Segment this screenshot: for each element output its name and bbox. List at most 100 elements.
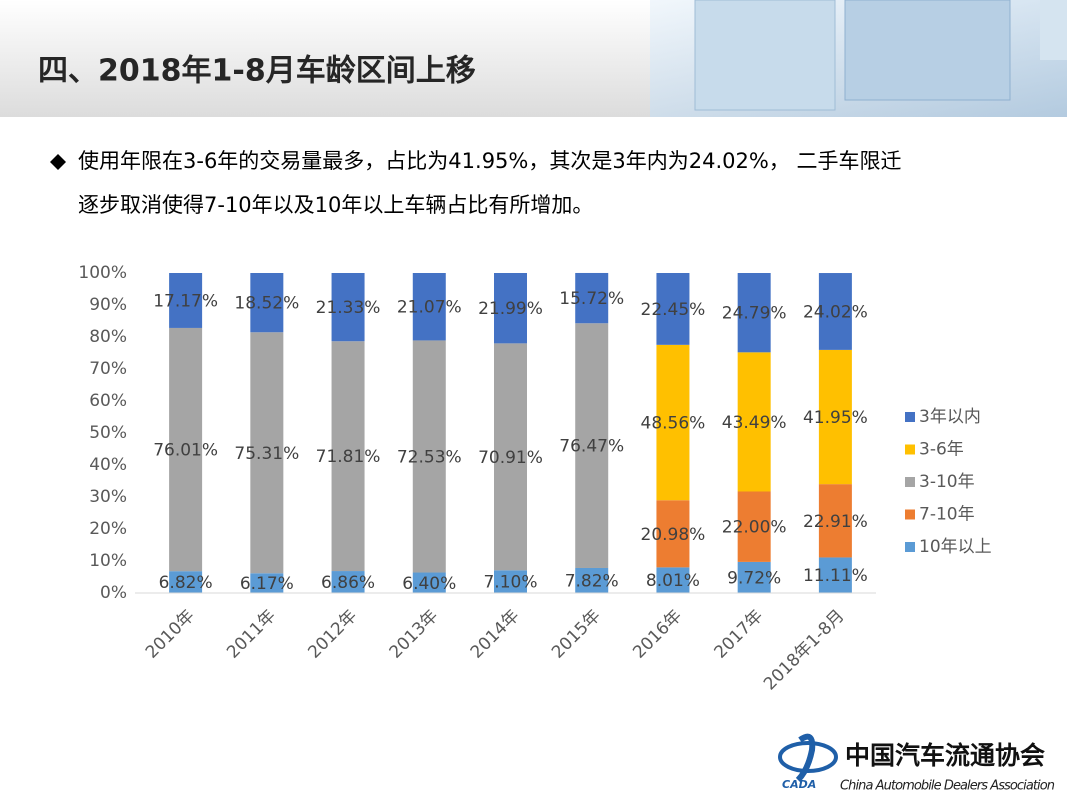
legend-label: 3-6年 xyxy=(919,440,964,460)
x-tick-label: 2011年 xyxy=(223,606,280,663)
x-tick-label: 2015年 xyxy=(548,606,605,663)
data-label: 75.31% xyxy=(234,444,299,464)
bar-segment xyxy=(575,272,609,324)
bar-segment xyxy=(656,273,690,345)
x-tick-label: 2014年 xyxy=(467,606,524,663)
data-label: 11.11% xyxy=(803,566,868,586)
logo-abbr: CADA xyxy=(782,778,816,791)
x-tick-label: 2018年1-8月 xyxy=(760,606,848,694)
legend-swatch xyxy=(905,542,915,552)
slide-title: 四、2018年1-8月车龄区间上移 xyxy=(38,54,476,89)
bar-segment xyxy=(656,567,690,593)
bar-segment xyxy=(737,273,771,353)
data-label: 7.82% xyxy=(565,571,619,591)
data-label: 21.07% xyxy=(397,298,462,318)
data-label: 24.02% xyxy=(803,302,868,322)
bar-segment xyxy=(575,567,609,593)
bar-segment xyxy=(250,332,284,574)
x-tick-label: 2017年 xyxy=(710,606,767,663)
data-label: 9.72% xyxy=(727,568,781,588)
y-tick-label: 70% xyxy=(89,359,127,379)
bar-segment xyxy=(818,484,852,558)
bar-segment xyxy=(818,273,852,350)
bar-segment xyxy=(656,500,690,568)
data-label: 6.86% xyxy=(321,573,375,593)
data-label: 43.49% xyxy=(722,413,787,433)
bar-segment xyxy=(412,273,446,341)
bar-segment xyxy=(169,327,203,572)
legend-swatch xyxy=(905,509,915,520)
x-tick-label: 2016年 xyxy=(629,606,686,663)
logo: CADA 中国汽车流通协会 China Automobile Dealers A… xyxy=(778,733,1055,794)
data-label: 76.01% xyxy=(153,441,218,461)
logo-mark xyxy=(795,733,816,783)
legend-label: 3年以内 xyxy=(919,407,981,427)
data-label: 72.53% xyxy=(397,447,462,467)
data-label: 21.33% xyxy=(316,298,381,318)
bar-segment xyxy=(169,273,203,328)
y-tick-label: 60% xyxy=(89,391,127,411)
y-tick-label: 40% xyxy=(89,455,127,475)
bar-segment xyxy=(331,571,365,593)
bar-segment xyxy=(250,273,284,333)
data-label: 22.45% xyxy=(641,300,706,320)
y-tick-label: 50% xyxy=(89,423,127,443)
data-label: 8.01% xyxy=(646,571,700,591)
bar-segment xyxy=(331,273,365,342)
bar-segment xyxy=(250,573,284,593)
bar-segment xyxy=(494,343,527,571)
data-label: 6.82% xyxy=(159,573,213,593)
x-tick-label: 2010年 xyxy=(142,606,199,663)
bar-segment xyxy=(412,572,446,593)
bar-segment xyxy=(818,349,852,485)
legend-swatch xyxy=(905,412,915,422)
data-label: 22.91% xyxy=(803,512,868,532)
bullet-icon xyxy=(50,154,66,170)
bar-segment xyxy=(737,352,771,492)
x-tick-label: 2012年 xyxy=(304,606,361,663)
x-tick-label: 2013年 xyxy=(386,606,443,663)
data-label: 17.17% xyxy=(153,291,218,311)
bar-segment xyxy=(494,570,527,593)
y-tick-label: 10% xyxy=(89,551,127,571)
data-label: 6.17% xyxy=(240,574,294,594)
data-label: 71.81% xyxy=(316,447,381,467)
data-label: 15.72% xyxy=(559,289,624,309)
y-tick-label: 100% xyxy=(78,263,127,283)
bar-segment xyxy=(331,341,365,572)
data-label: 20.98% xyxy=(641,525,706,545)
data-label: 21.99% xyxy=(478,299,543,319)
cube xyxy=(694,0,836,111)
bar-segment xyxy=(818,557,852,593)
cube xyxy=(844,0,1011,101)
data-label: 7.10% xyxy=(483,573,537,593)
data-label: 18.52% xyxy=(234,294,299,314)
y-tick-label: 80% xyxy=(89,327,127,347)
bar-segment xyxy=(737,561,771,593)
y-tick-label: 30% xyxy=(89,487,127,507)
bar-segment xyxy=(656,344,690,501)
y-tick-label: 0% xyxy=(100,583,127,603)
legend-label: 10年以上 xyxy=(919,537,992,557)
logo-english: China Automobile Dealers Association xyxy=(840,779,1055,794)
data-label: 70.91% xyxy=(478,448,543,468)
bar-segment xyxy=(169,571,203,593)
data-label: 22.00% xyxy=(722,518,787,538)
logo-name: 中国汽车流通协会 xyxy=(845,741,1045,770)
legend-swatch xyxy=(905,477,915,487)
y-tick-label: 20% xyxy=(89,519,127,539)
bar-segment xyxy=(737,491,771,562)
data-label: 48.56% xyxy=(641,414,706,434)
legend-label: 3-10年 xyxy=(919,472,975,492)
data-label: 41.95% xyxy=(803,408,868,428)
bullet-text: 逐步取消使得7-10年以及10年以上车辆占比有所增加。 xyxy=(78,193,593,217)
bar-segment xyxy=(575,323,609,568)
legend-swatch xyxy=(905,444,915,455)
data-label: 24.79% xyxy=(722,304,787,324)
cube xyxy=(1040,0,1067,60)
bar-segment xyxy=(494,273,527,344)
bullet-text: 使用年限在3-6年的交易量最多，占比为41.95%，其次是3年内为24.02%，… xyxy=(78,149,901,173)
data-label: 76.47% xyxy=(559,437,624,457)
